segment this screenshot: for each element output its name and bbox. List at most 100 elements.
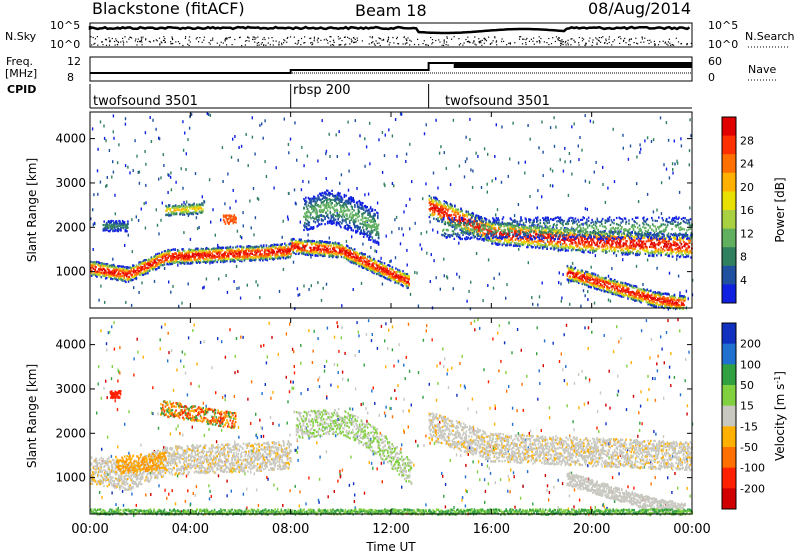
noise-cell	[339, 182, 340, 185]
echo-cell	[407, 287, 409, 289]
noise-cell	[550, 168, 551, 171]
noise-cell	[212, 208, 213, 211]
noise-cell	[107, 176, 108, 179]
echo-cell	[667, 252, 669, 254]
noise-cell	[388, 128, 389, 131]
echo-cell	[335, 251, 337, 253]
echo-cell	[203, 250, 205, 252]
noise-cell	[580, 305, 581, 308]
echo-cell	[347, 249, 349, 251]
echo-cell	[301, 253, 303, 255]
noise-cell	[279, 290, 280, 293]
noise-cell	[368, 193, 369, 196]
echo-cell	[534, 244, 536, 246]
noise-cell	[410, 293, 411, 296]
echo-cell	[677, 244, 679, 246]
echo-cell	[209, 252, 211, 254]
echo-cell	[256, 246, 258, 248]
noise-cell	[236, 265, 237, 268]
echo-cell	[262, 257, 264, 259]
echo-cell	[638, 241, 640, 243]
noise-cell	[145, 131, 146, 134]
noise-cell	[378, 138, 379, 141]
noise-cell	[181, 302, 182, 305]
echo-cell	[682, 254, 684, 256]
echo-cell	[402, 270, 404, 272]
echo-cell	[617, 281, 619, 283]
noise-cell	[92, 127, 93, 130]
echo-cell	[536, 231, 538, 233]
noise-cell	[125, 117, 126, 120]
echo-cell	[381, 263, 383, 265]
echo-cell	[570, 277, 572, 279]
echo-cell	[366, 258, 368, 260]
echo-cell	[112, 278, 114, 280]
noise-cell	[247, 284, 248, 287]
noise-cell	[529, 195, 530, 198]
noise-cell	[501, 181, 502, 184]
echo-cell	[582, 231, 584, 233]
echo-cell	[286, 244, 288, 246]
echo-cell	[349, 247, 351, 249]
echo-cell	[434, 213, 436, 215]
echo-cell	[605, 277, 607, 279]
echo-cell	[559, 238, 561, 240]
echo-cell	[302, 249, 304, 251]
noise-cell	[622, 134, 623, 137]
noise-cell	[131, 218, 132, 221]
echo-cell	[570, 232, 572, 234]
echo-cell	[378, 260, 380, 262]
noise-cell	[669, 272, 670, 275]
noise-cell	[238, 146, 239, 149]
noise-cell	[112, 160, 113, 163]
echo-cell	[147, 272, 149, 274]
noise-cell	[464, 175, 465, 178]
echo-cell	[680, 247, 682, 249]
echo-cell	[314, 240, 316, 242]
noise-cell	[296, 159, 297, 162]
echo-cell	[369, 263, 371, 265]
echo-cell	[504, 225, 506, 227]
echo-cell	[446, 212, 448, 214]
echo-cell	[668, 255, 670, 257]
noise-cell	[369, 162, 370, 165]
noise-cell	[189, 127, 190, 130]
echo-cell	[299, 248, 301, 250]
echo-cell	[94, 268, 96, 270]
noise-cell	[569, 152, 570, 155]
echo-cell	[406, 285, 408, 287]
echo-cell	[145, 259, 147, 261]
noise-cell	[672, 168, 673, 171]
noise-cell	[472, 170, 473, 173]
echo-cell	[637, 253, 639, 255]
noise-cell	[561, 297, 562, 300]
noise-cell	[301, 146, 302, 149]
noise-cell	[688, 297, 689, 300]
echo-cell	[545, 237, 547, 239]
noise-cell	[307, 233, 308, 236]
echo-cell	[350, 247, 352, 249]
noise-cell	[225, 274, 226, 277]
echo-cell	[559, 249, 561, 251]
noise-cell	[456, 273, 457, 276]
echo-cell	[144, 265, 146, 267]
echo-cell	[598, 281, 600, 283]
noise-cell	[227, 173, 228, 176]
noise-cell	[487, 153, 488, 156]
noise-cell	[426, 252, 427, 255]
echo-cell	[100, 266, 102, 268]
noise-cell	[317, 281, 318, 284]
echo-cell	[573, 272, 575, 274]
noise-cell	[182, 187, 183, 190]
echo-cell	[567, 265, 569, 267]
echo-cell	[672, 249, 674, 251]
echo-cell	[498, 222, 500, 224]
noise-cell	[590, 120, 591, 123]
echo-cell	[467, 211, 469, 213]
noise-cell	[672, 172, 673, 175]
echo-cell	[336, 246, 338, 248]
noise-cell	[172, 285, 173, 288]
noise-cell	[614, 180, 615, 183]
noise-cell	[409, 227, 410, 230]
echo-cell	[145, 272, 147, 274]
